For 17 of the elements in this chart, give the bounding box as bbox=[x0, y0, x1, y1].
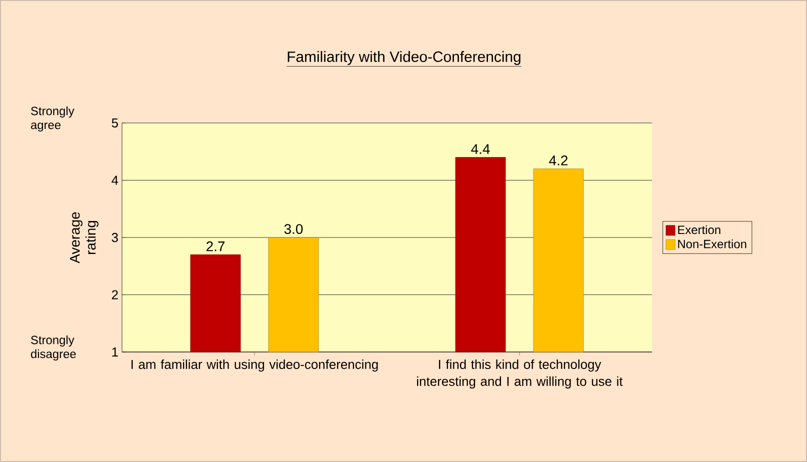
data-label: 2.7 bbox=[206, 241, 225, 252]
y-tick-label: 4 bbox=[112, 176, 118, 185]
legend-label: Non-Exertion bbox=[678, 239, 746, 248]
chart-title: Familiarity with Video-Conferencing bbox=[288, 51, 520, 65]
data-label: 4.4 bbox=[471, 144, 490, 154]
legend-label: Exertion bbox=[678, 225, 720, 234]
data-label: 3.0 bbox=[284, 224, 303, 234]
data-label: 4.2 bbox=[549, 156, 568, 166]
text: Strongly agree bbox=[30, 106, 74, 132]
x-tick-label: I find this kind of technology interesting and I am willing to use it bbox=[417, 360, 623, 389]
y-tick-label: 2 bbox=[112, 290, 118, 300]
y-tick-label: 3 bbox=[112, 232, 118, 242]
text: Strongly disagree bbox=[30, 335, 76, 361]
y-axis-title: Average rating bbox=[70, 212, 98, 264]
y-tick-label: 1 bbox=[112, 348, 118, 356]
x-tick-label: I am familiar with using video-conferencing bbox=[132, 360, 378, 372]
y-tick-label: 5 bbox=[112, 118, 118, 128]
